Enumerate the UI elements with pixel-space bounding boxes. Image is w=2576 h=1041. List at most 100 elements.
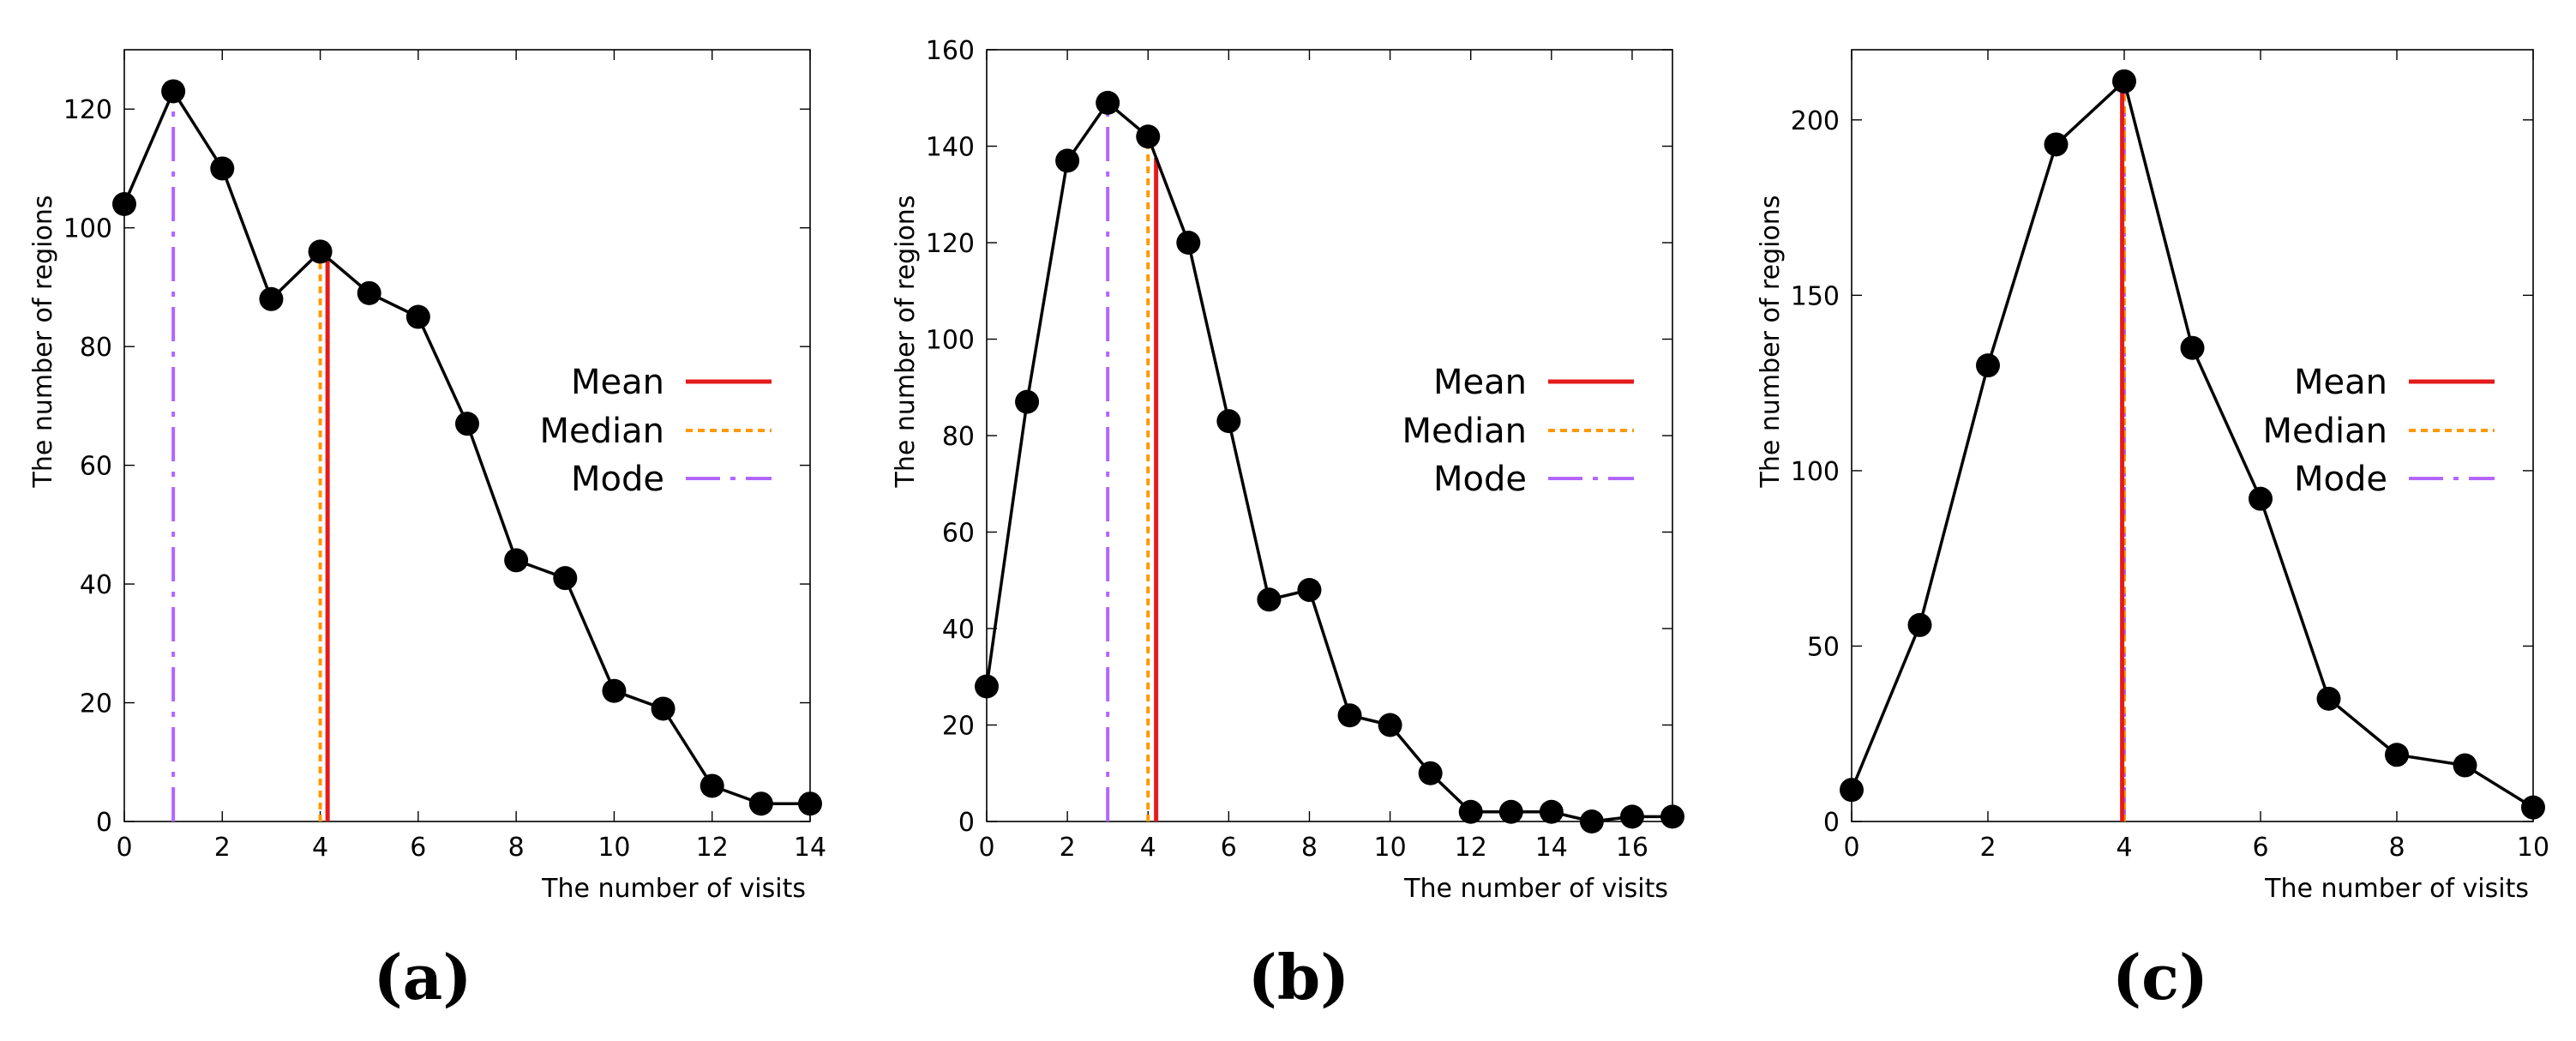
data-point bbox=[1418, 761, 1443, 785]
data-point bbox=[651, 696, 676, 721]
y-tick-label: 0 bbox=[1823, 808, 1840, 838]
x-tick-label: 6 bbox=[2252, 833, 2268, 863]
data-point bbox=[455, 412, 479, 436]
data-point bbox=[1378, 713, 1402, 737]
x-tick-label: 14 bbox=[1535, 833, 1568, 863]
data-point bbox=[112, 192, 136, 216]
y-axis-label: The number of regions bbox=[891, 196, 921, 489]
data-point bbox=[700, 773, 724, 798]
y-tick-label: 100 bbox=[926, 326, 975, 356]
x-tick-label: 4 bbox=[2116, 833, 2132, 863]
chart-panel-1: 0 2 4 6 8 10 12 14 0 20 40 60 80 100 120 The number of … bbox=[28, 49, 826, 1014]
panel-label: (a) bbox=[374, 941, 472, 1014]
data-point bbox=[1976, 353, 2000, 378]
y-tick-label: 20 bbox=[80, 689, 112, 719]
x-tick-label: 0 bbox=[1843, 833, 1859, 863]
y-tick-label: 200 bbox=[1791, 106, 1840, 136]
x-tick-label: 10 bbox=[1373, 833, 1406, 863]
plot-frame bbox=[986, 49, 1673, 822]
y-axis-label: The number of regions bbox=[28, 196, 58, 489]
y-tick-label: 120 bbox=[926, 229, 975, 259]
x-axis-label: The number of visits bbox=[1403, 874, 1668, 904]
data-point bbox=[210, 156, 235, 181]
data-point bbox=[2112, 69, 2136, 93]
plot-frame bbox=[1851, 49, 2534, 822]
data-point bbox=[2180, 335, 2205, 360]
data-point bbox=[553, 566, 578, 591]
data-point bbox=[405, 304, 430, 329]
legend-label-mode: Mode bbox=[571, 460, 664, 499]
y-tick-label: 120 bbox=[63, 95, 112, 125]
data-point bbox=[602, 678, 627, 703]
data-point bbox=[1015, 389, 1040, 414]
data-point bbox=[2453, 753, 2477, 778]
data-point bbox=[2044, 132, 2069, 157]
y-tick-label: 60 bbox=[80, 452, 112, 482]
y-tick-label: 20 bbox=[942, 712, 975, 742]
legend-label-mean: Mean bbox=[2294, 363, 2387, 402]
data-point bbox=[1579, 809, 1604, 833]
data-point bbox=[1297, 578, 1322, 602]
data-point bbox=[161, 79, 186, 104]
x-tick-label: 8 bbox=[508, 833, 525, 863]
y-tick-label: 160 bbox=[926, 36, 975, 66]
data-point bbox=[1458, 799, 1483, 824]
data-point bbox=[1176, 231, 1201, 255]
data-point bbox=[1840, 778, 1864, 803]
data-point bbox=[259, 286, 284, 311]
legend-label-median: Median bbox=[540, 412, 665, 451]
x-tick-label: 0 bbox=[116, 833, 132, 863]
data-point bbox=[2249, 486, 2273, 511]
y-axis-label: The number of regions bbox=[1756, 196, 1786, 489]
y-tick-label: 100 bbox=[63, 214, 112, 244]
x-tick-label: 4 bbox=[312, 833, 328, 863]
y-tick-label: 100 bbox=[1791, 457, 1840, 487]
data-point bbox=[1337, 703, 1362, 728]
data-point bbox=[308, 239, 333, 264]
x-tick-label: 6 bbox=[1221, 833, 1237, 863]
x-tick-label: 2 bbox=[1979, 833, 1996, 863]
x-tick-label: 16 bbox=[1616, 833, 1648, 863]
legend-label-median: Median bbox=[2263, 412, 2388, 451]
x-axis-label: The number of visits bbox=[541, 874, 806, 904]
y-tick-label: 0 bbox=[96, 808, 112, 838]
data-point bbox=[975, 674, 999, 699]
x-tick-label: 0 bbox=[978, 833, 994, 863]
data-point bbox=[1096, 90, 1120, 115]
series-line bbox=[1850, 78, 2534, 809]
panel-label: (b) bbox=[1248, 941, 1349, 1014]
data-point bbox=[1660, 804, 1684, 829]
x-tick-label: 8 bbox=[2388, 833, 2405, 863]
data-point bbox=[1136, 124, 1161, 149]
legend-label-mean: Mean bbox=[571, 363, 664, 402]
x-tick-label: 12 bbox=[696, 833, 729, 863]
y-tick-label: 50 bbox=[1807, 632, 1840, 662]
data-point bbox=[2385, 743, 2409, 767]
legend-label-median: Median bbox=[1402, 412, 1528, 451]
x-tick-label: 2 bbox=[1060, 833, 1076, 863]
data-point bbox=[1539, 799, 1564, 824]
data-point bbox=[1498, 799, 1523, 824]
data-point bbox=[2521, 795, 2545, 820]
y-tick-label: 0 bbox=[958, 808, 975, 838]
x-tick-label: 12 bbox=[1455, 833, 1487, 863]
plot-frame bbox=[123, 49, 811, 822]
y-tick-label: 40 bbox=[80, 570, 112, 600]
x-tick-label: 10 bbox=[597, 833, 630, 863]
legend-label-mean: Mean bbox=[1433, 363, 1527, 402]
data-point bbox=[504, 548, 529, 573]
panel-label: (c) bbox=[2112, 941, 2208, 1014]
y-tick-label: 40 bbox=[942, 615, 975, 645]
legend-label-mode: Mode bbox=[2294, 460, 2387, 499]
data-point bbox=[2316, 686, 2341, 711]
x-tick-label: 10 bbox=[2517, 833, 2549, 863]
data-point bbox=[1619, 804, 1644, 829]
data-point bbox=[1907, 612, 1932, 637]
x-tick-label: 4 bbox=[1140, 833, 1156, 863]
x-tick-label: 6 bbox=[410, 833, 426, 863]
x-tick-label: 14 bbox=[794, 833, 826, 863]
y-tick-label: 80 bbox=[80, 333, 112, 363]
